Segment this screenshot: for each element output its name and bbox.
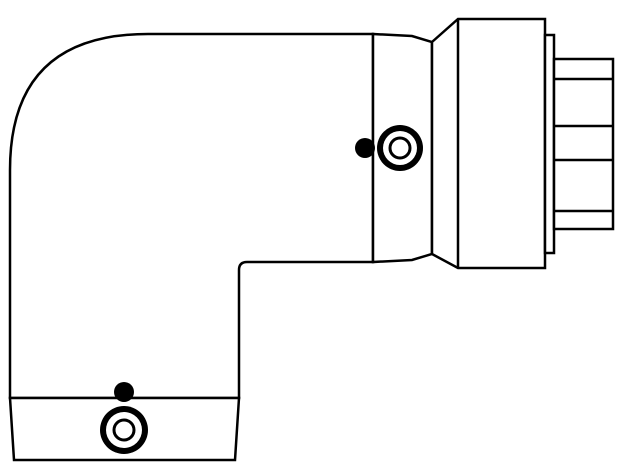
bottom-screw-ring: [106, 412, 142, 448]
right-marker-dot: [355, 138, 375, 158]
elbow-body: [8, 32, 375, 400]
shaft-collar: [543, 33, 556, 255]
right-screw-inner: [388, 136, 412, 160]
shaft-end: [552, 57, 615, 231]
bottom-screw-inner: [112, 418, 136, 442]
bottom-marker-dot: [114, 382, 134, 402]
coupling-nut: [430, 17, 547, 270]
right-screw-ring: [383, 131, 417, 165]
